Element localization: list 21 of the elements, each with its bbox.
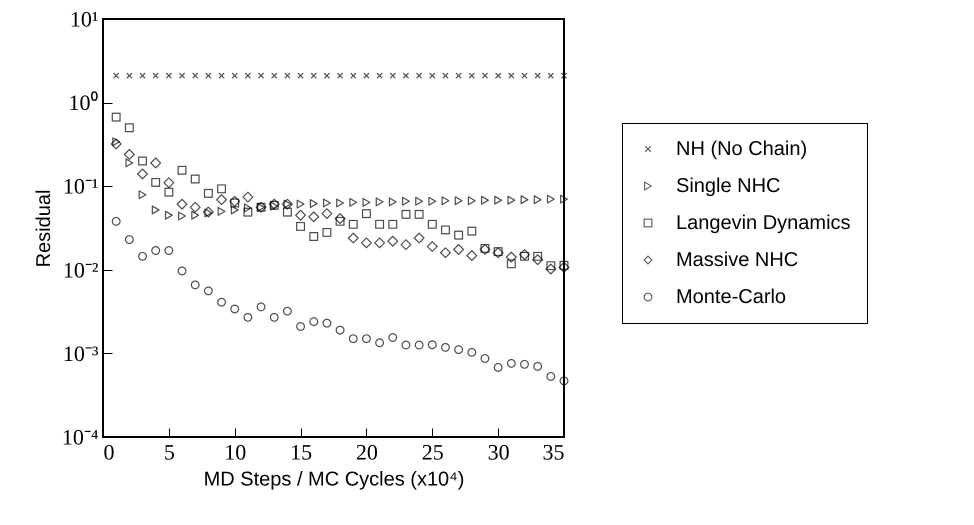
legend-label: Massive NHC — [676, 249, 798, 271]
y-tick-label: 10⁰ — [68, 90, 98, 116]
x-axis-title: MD Steps / MC Cycles (x10⁴) — [204, 468, 464, 490]
legend-label: NH (No Chain) — [676, 138, 808, 160]
y-tick-label: 10¹ — [70, 6, 98, 32]
y-axis-title: Residual — [32, 190, 55, 268]
x-tick-label: 25 — [422, 440, 444, 464]
y-tick-label: 10⁻³ — [62, 340, 99, 366]
x-tick-label: 10 — [224, 440, 246, 464]
x-tick-label: 35 — [542, 440, 564, 464]
x-tick-label: 30 — [488, 440, 510, 464]
x-tick-label: 20 — [356, 440, 378, 464]
legend-label: Langevin Dynamics — [676, 212, 851, 234]
x-tick-label: 5 — [164, 440, 175, 464]
y-tick-label: 10⁻¹ — [62, 174, 98, 199]
legend-label: Monte-Carlo — [676, 286, 786, 308]
x-tick-label: 15 — [290, 440, 312, 464]
x-tick-label: 0 — [104, 440, 114, 464]
y-tick-label: 10⁻² — [62, 257, 99, 282]
legend-label: Single NHC — [676, 175, 780, 197]
y-tick-label: 10⁻⁴ — [62, 424, 99, 450]
